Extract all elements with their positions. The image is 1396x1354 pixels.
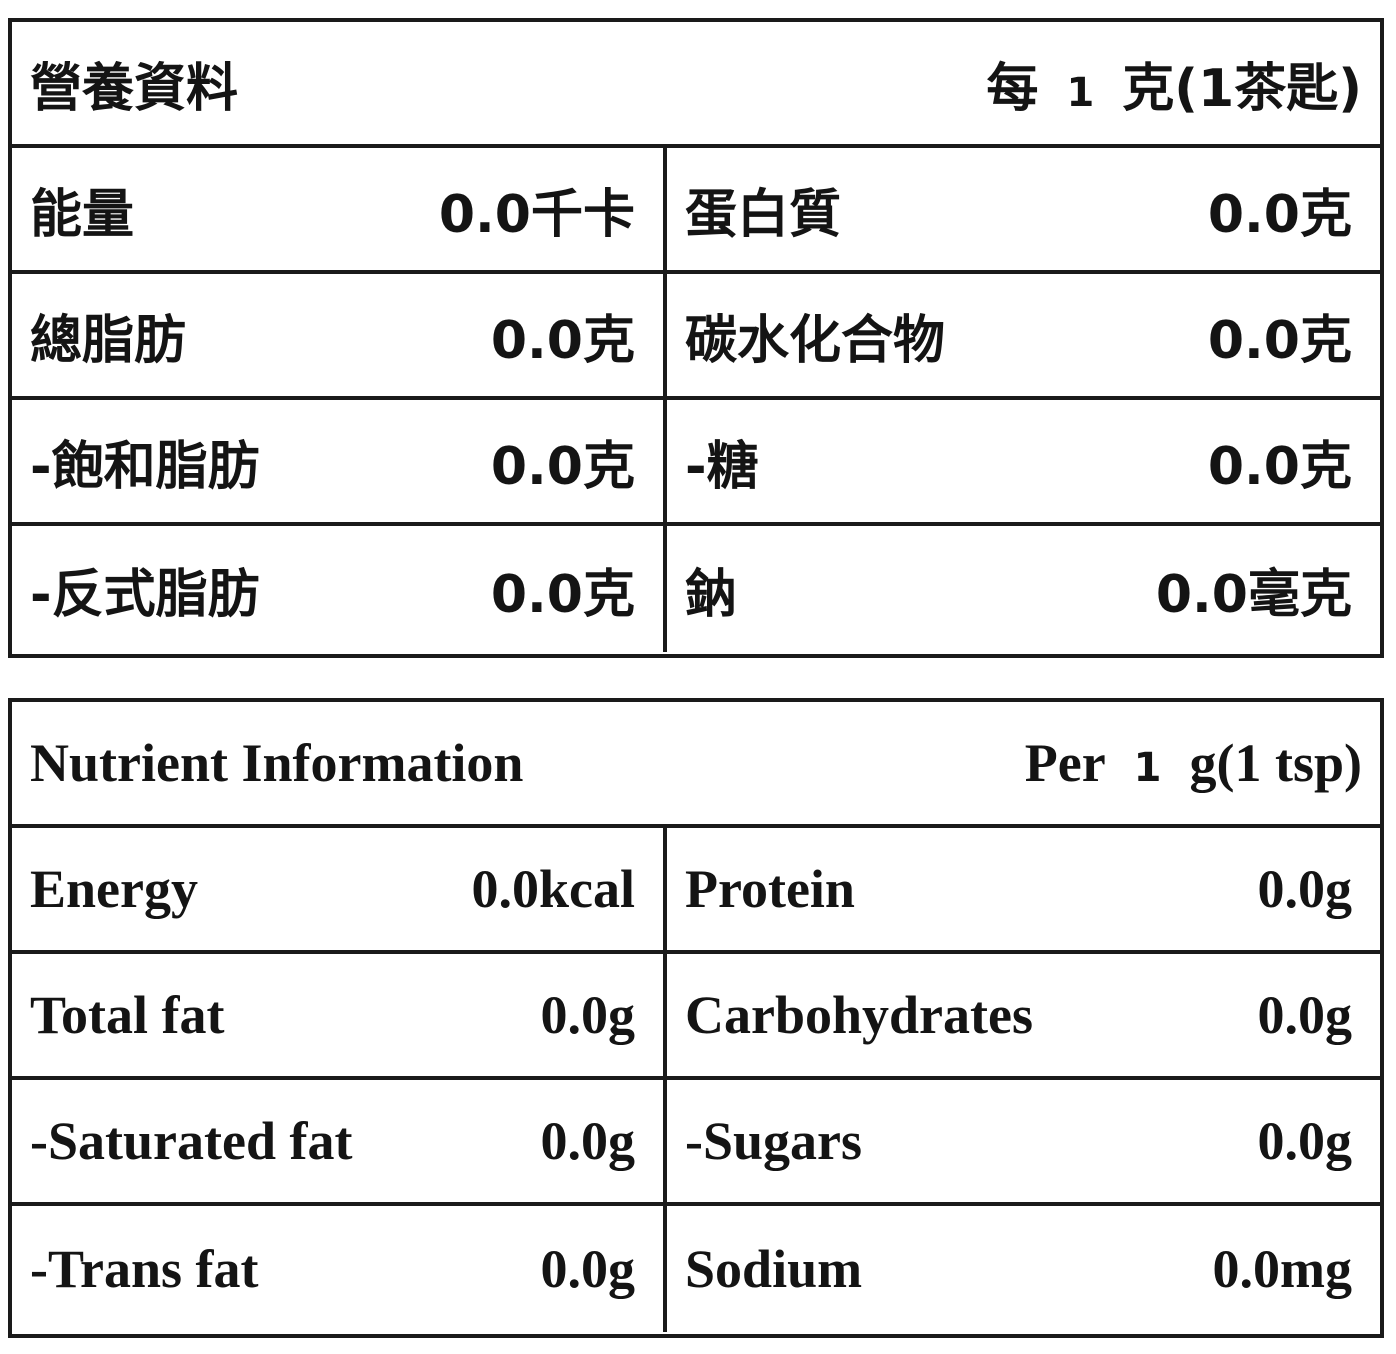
table-row: -Trans fat 0.0g Sodium 0.0mg bbox=[12, 1206, 1380, 1332]
nutrient-cell: 蛋白質 0.0克 bbox=[667, 148, 1380, 270]
table-row: 總脂肪 0.0克 碳水化合物 0.0克 bbox=[12, 274, 1380, 400]
nutrient-label: 碳水化合物 bbox=[685, 310, 946, 371]
nutrient-cell: -Sugars 0.0g bbox=[667, 1080, 1380, 1202]
serving-prefix: Per bbox=[1024, 733, 1106, 793]
nutrient-value: 0.0g bbox=[1257, 859, 1353, 919]
table-row: -反式脂肪 0.0克 鈉 0.0毫克 bbox=[12, 526, 1380, 652]
nutrient-cell: -糖 0.0克 bbox=[667, 400, 1380, 522]
nutrient-value: 0.0mg bbox=[1212, 1239, 1352, 1299]
nutrient-label: Protein bbox=[685, 859, 855, 919]
table-header: 營養資料 每 1 克(1茶匙) bbox=[12, 22, 1380, 148]
nutrient-cell: -Trans fat 0.0g bbox=[12, 1206, 667, 1332]
nutrient-value: 0.0kcal bbox=[471, 859, 635, 919]
table-row: Energy 0.0kcal Protein 0.0g bbox=[12, 828, 1380, 954]
nutrient-label: 總脂肪 bbox=[30, 310, 187, 371]
nutrient-cell: Carbohydrates 0.0g bbox=[667, 954, 1380, 1076]
nutrient-value: 0.0克 bbox=[1207, 436, 1352, 497]
nutrient-label: -飽和脂肪 bbox=[30, 436, 260, 497]
nutrient-value: 0.0克 bbox=[1207, 310, 1352, 371]
nutrient-cell: -反式脂肪 0.0克 bbox=[12, 526, 667, 652]
nutrition-table-chinese: 營養資料 每 1 克(1茶匙) 能量 0.0千卡 蛋白質 0.0克 總脂肪 0.0克… bbox=[8, 18, 1384, 658]
nutrient-cell: 鈉 0.0毫克 bbox=[667, 526, 1380, 652]
nutrient-cell: 碳水化合物 0.0克 bbox=[667, 274, 1380, 396]
serving-size: 每 1 克(1茶匙) bbox=[986, 46, 1362, 121]
nutrient-label: 蛋白質 bbox=[685, 184, 842, 245]
serving-prefix: 每 bbox=[986, 58, 1039, 119]
nutrient-label: Sodium bbox=[685, 1239, 863, 1299]
table-row: 能量 0.0千卡 蛋白質 0.0克 bbox=[12, 148, 1380, 274]
nutrient-cell: Protein 0.0g bbox=[667, 828, 1380, 950]
nutrient-value: 0.0g bbox=[540, 1239, 636, 1299]
nutrient-cell: Sodium 0.0mg bbox=[667, 1206, 1380, 1332]
nutrient-value: 0.0g bbox=[1257, 1111, 1353, 1171]
nutrient-value: 0.0毫克 bbox=[1155, 564, 1352, 625]
serving-amount: 1 bbox=[1133, 745, 1162, 791]
nutrient-label: 能量 bbox=[30, 184, 135, 245]
nutrient-cell: -Saturated fat 0.0g bbox=[12, 1080, 667, 1202]
table-title: Nutrient Information bbox=[30, 733, 524, 793]
nutrient-value: 0.0克 bbox=[490, 436, 635, 497]
nutrient-cell: Energy 0.0kcal bbox=[12, 828, 667, 950]
nutrient-label: -反式脂肪 bbox=[30, 564, 260, 625]
nutrient-cell: 總脂肪 0.0克 bbox=[12, 274, 667, 396]
nutrient-value: 0.0g bbox=[1257, 985, 1353, 1045]
serving-unit: g(1 tsp) bbox=[1189, 733, 1363, 793]
nutrient-value: 0.0g bbox=[540, 1111, 636, 1171]
nutrient-label: -Trans fat bbox=[30, 1239, 259, 1299]
table-header: Nutrient Information Per 1 g(1 tsp) bbox=[12, 702, 1380, 828]
nutrition-table-english: Nutrient Information Per 1 g(1 tsp) Energy… bbox=[8, 698, 1384, 1338]
nutrient-value: 0.0克 bbox=[1207, 184, 1352, 245]
nutrient-value: 0.0克 bbox=[490, 564, 635, 625]
table-row: -飽和脂肪 0.0克 -糖 0.0克 bbox=[12, 400, 1380, 526]
nutrient-label: -Saturated fat bbox=[30, 1111, 353, 1171]
nutrient-label: -糖 bbox=[685, 436, 759, 497]
nutrient-value: 0.0克 bbox=[490, 310, 635, 371]
nutrient-label: Total fat bbox=[30, 985, 225, 1045]
serving-amount: 1 bbox=[1066, 69, 1095, 116]
nutrient-cell: Total fat 0.0g bbox=[12, 954, 667, 1076]
nutrient-label: Energy bbox=[30, 859, 198, 919]
nutrient-cell: 能量 0.0千卡 bbox=[12, 148, 667, 270]
nutrient-label: -Sugars bbox=[685, 1111, 863, 1171]
table-row: -Saturated fat 0.0g -Sugars 0.0g bbox=[12, 1080, 1380, 1206]
table-row: Total fat 0.0g Carbohydrates 0.0g bbox=[12, 954, 1380, 1080]
serving-unit: 克(1茶匙) bbox=[1122, 58, 1362, 119]
nutrient-label: Carbohydrates bbox=[685, 985, 1033, 1045]
nutrient-cell: -飽和脂肪 0.0克 bbox=[12, 400, 667, 522]
serving-size: Per 1 g(1 tsp) bbox=[1025, 732, 1362, 794]
nutrient-label: 鈉 bbox=[685, 564, 738, 625]
nutrient-value: 0.0千卡 bbox=[438, 184, 635, 245]
nutrient-value: 0.0g bbox=[540, 985, 636, 1045]
table-title: 營養資料 bbox=[30, 58, 239, 119]
